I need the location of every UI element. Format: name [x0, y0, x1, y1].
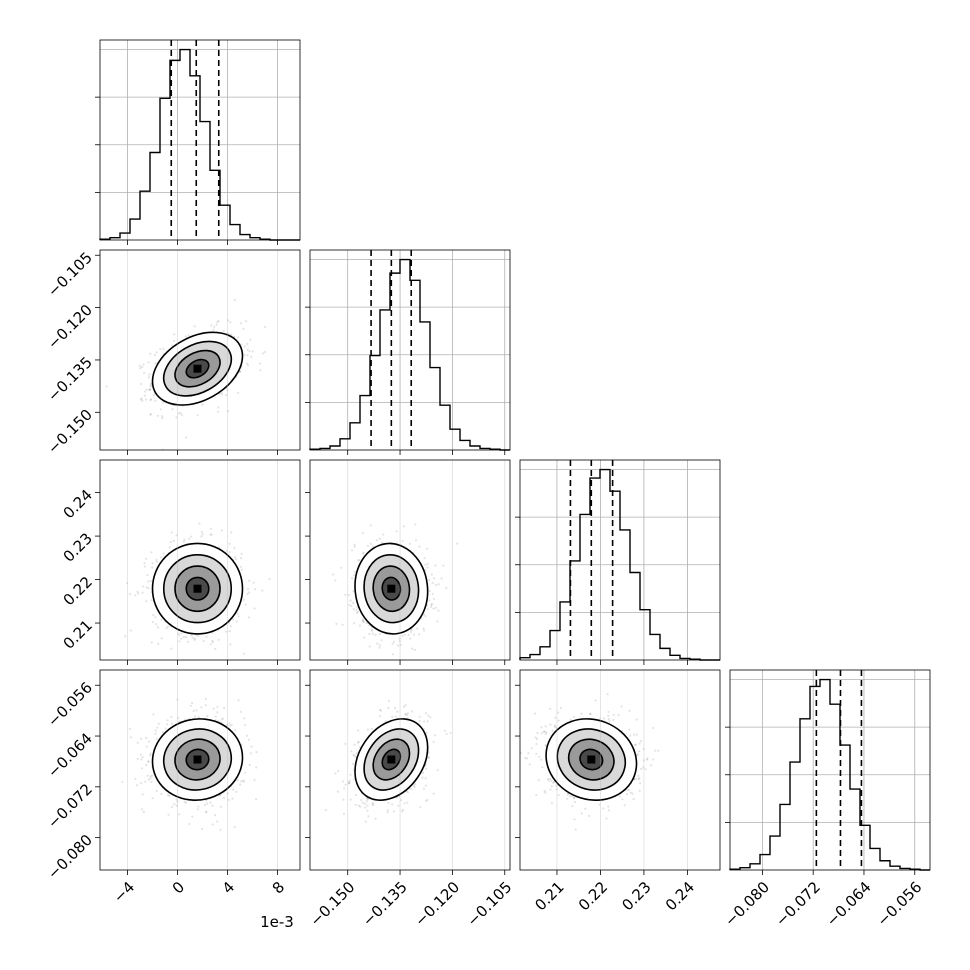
- histogram-3: [519, 468, 720, 661]
- panel-frame: [729, 669, 931, 871]
- contour-1: [545, 718, 638, 801]
- y-tick-label: 0.21: [60, 616, 96, 652]
- histogram-2: [309, 258, 510, 451]
- panel-frame: [519, 459, 721, 661]
- contour-2: [162, 340, 233, 397]
- contour-4: [185, 358, 210, 379]
- x-tick-label: −0.150: [306, 878, 358, 930]
- density-peak: [387, 584, 396, 593]
- y-tick-label: 0.24: [60, 486, 96, 522]
- scatter-panel-4-3: [515, 669, 721, 875]
- x-tick-label: 4: [219, 878, 238, 897]
- scatter-panel-4-1: [95, 669, 301, 875]
- contour-4: [381, 576, 402, 601]
- histogram-4: [729, 678, 930, 871]
- contour-2: [556, 728, 627, 791]
- y-tick-label: −0.056: [44, 679, 96, 731]
- panel-frame: [99, 249, 301, 451]
- x-tick-label: 8: [269, 878, 288, 897]
- diagonal-panel-4: [725, 669, 931, 871]
- contour-2: [162, 553, 233, 624]
- y-tick-label: −0.135: [44, 353, 96, 405]
- scatter-panel-4-2: [305, 669, 511, 875]
- x-tick-label: 0.21: [531, 878, 567, 914]
- contour-3: [372, 738, 411, 781]
- density-peak: [387, 755, 396, 764]
- contour-1: [151, 718, 244, 801]
- contour-2: [363, 553, 420, 624]
- density-peak: [193, 755, 202, 764]
- x-tick-label: −0.135: [359, 878, 411, 930]
- x-tick-label: 0.24: [662, 878, 698, 914]
- contour-4: [579, 748, 604, 771]
- contour-1: [354, 718, 429, 801]
- y-tick-label: 0.22: [60, 573, 96, 609]
- panel-frame: [519, 669, 721, 871]
- scatter-panel-3-2: [305, 459, 511, 665]
- diagonal-panel-1: [95, 39, 301, 241]
- y-tick-label: −0.080: [44, 831, 96, 883]
- density-peak: [193, 364, 202, 373]
- x-tick-label: 0: [169, 878, 188, 897]
- contour-3: [174, 738, 221, 781]
- scatter-panel-3-1: [95, 459, 301, 665]
- contour-4: [381, 748, 402, 771]
- y-tick-label: −0.064: [44, 729, 96, 781]
- y-tick-label: −0.150: [44, 406, 96, 458]
- scatter-panel-2-1: [95, 249, 301, 455]
- x-offset-label: 1e-3: [260, 913, 294, 931]
- x-tick-label: −0.120: [411, 878, 463, 930]
- x-tick-label: −0.072: [772, 878, 824, 930]
- contour-1: [151, 542, 244, 635]
- panel-frame: [309, 459, 511, 661]
- x-tick-label: 0.22: [575, 878, 611, 914]
- contour-3: [372, 565, 411, 613]
- contour-3: [174, 565, 221, 613]
- x-tick-label: −4: [110, 878, 138, 906]
- panel-frame: [309, 669, 511, 871]
- contour-4: [185, 576, 210, 601]
- histogram-1: [99, 48, 300, 241]
- density-peak: [587, 755, 596, 764]
- density-peak: [193, 584, 202, 593]
- contour-4: [185, 748, 210, 771]
- panel-frame: [309, 249, 511, 451]
- x-tick-label: −0.105: [464, 878, 516, 930]
- panel-frame: [99, 459, 301, 661]
- x-tick-label: 0.23: [618, 878, 654, 914]
- contour-2: [162, 728, 233, 791]
- contour-1: [151, 331, 244, 406]
- y-tick-label: 0.23: [60, 529, 96, 565]
- x-tick-label: −0.056: [874, 878, 926, 930]
- contour-3: [174, 349, 221, 388]
- x-tick-label: −0.080: [721, 878, 773, 930]
- contour-1: [354, 542, 429, 635]
- diagonal-panel-2: [305, 249, 511, 451]
- panel-frame: [99, 39, 301, 241]
- panel-frame: [99, 669, 301, 871]
- contour-3: [567, 738, 615, 781]
- y-tick-label: −0.120: [44, 301, 96, 353]
- diagonal-panel-3: [515, 459, 721, 661]
- y-tick-label: −0.072: [44, 780, 96, 832]
- y-tick-label: −0.105: [44, 249, 96, 301]
- x-tick-label: −0.064: [823, 878, 875, 930]
- contour-2: [363, 728, 420, 791]
